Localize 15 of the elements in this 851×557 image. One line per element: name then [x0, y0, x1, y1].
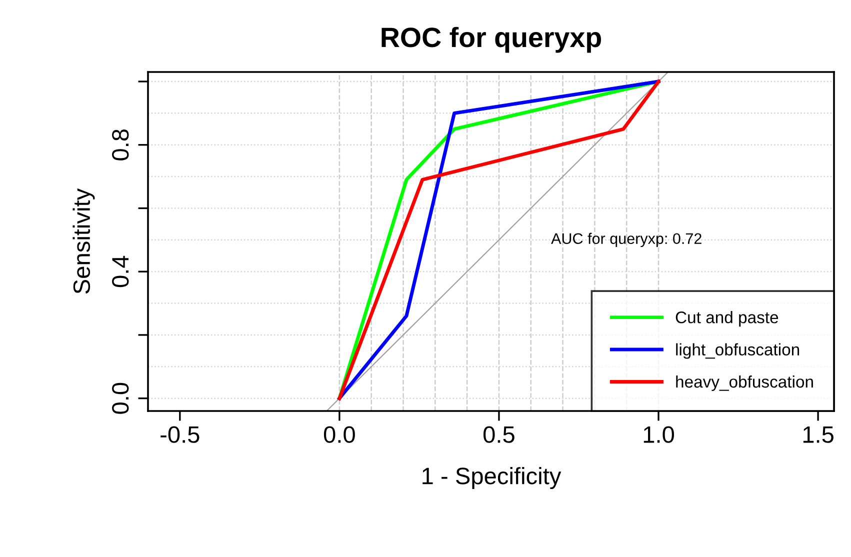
x-tick-label: -0.5: [160, 426, 200, 443]
x-axis-title: 1 - Specificity: [422, 467, 562, 490]
legend-label: light_obfuscation: [676, 343, 800, 359]
annotation: AUC for queryxp: 0.72: [551, 232, 702, 248]
y-tick-label: 0.0: [112, 382, 129, 414]
y-axis-title: Sensitivity: [72, 188, 95, 294]
chart-title: ROC for queryxp: [382, 26, 601, 53]
x-tick-label: 0.5: [483, 426, 514, 443]
x-tick-label: 1.0: [644, 426, 674, 443]
x-tick-label: 1.5: [803, 426, 834, 443]
y-tick-label: 0.8: [112, 129, 129, 160]
y-tick-label: 0.4: [112, 256, 129, 288]
x-tick-label: 0.0: [324, 426, 355, 443]
legend-label: heavy_obfuscation: [676, 375, 813, 391]
legend-label: Cut and paste: [676, 311, 778, 327]
